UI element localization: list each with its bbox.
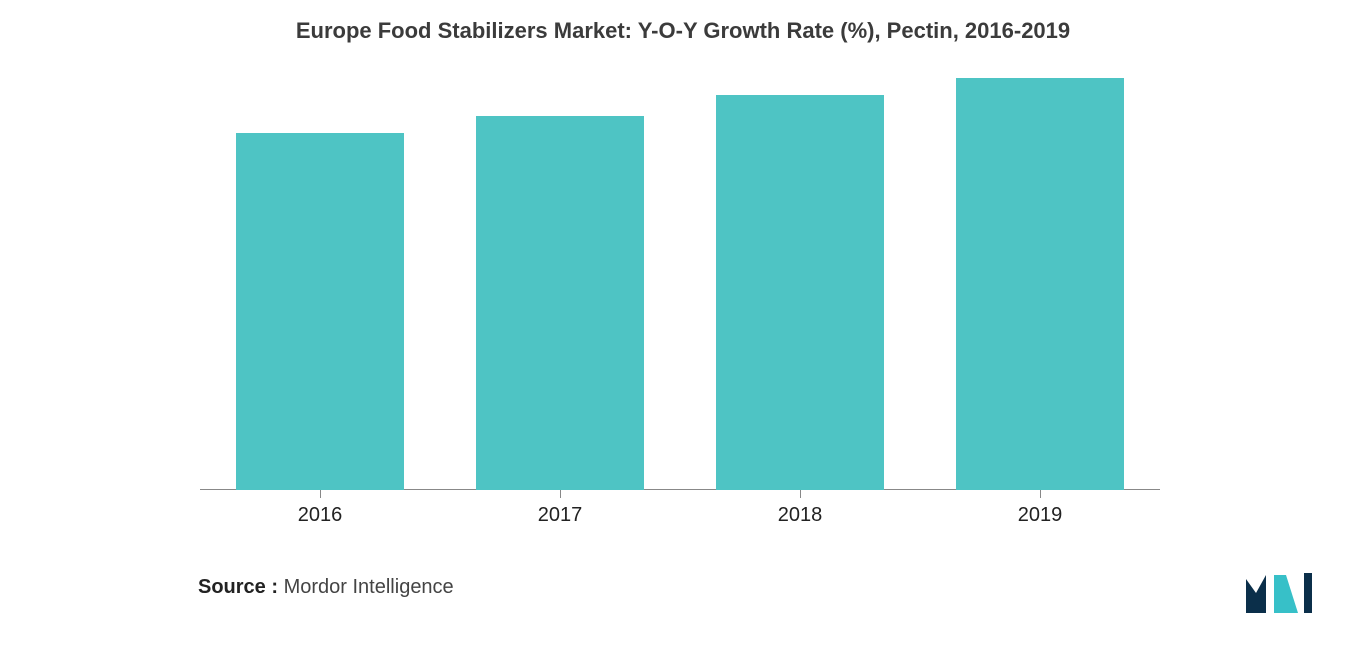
plot-area: 2016201720182019 <box>200 70 1160 490</box>
x-axis-tick <box>560 490 561 498</box>
bar <box>236 133 404 490</box>
chart-title: Europe Food Stabilizers Market: Y-O-Y Gr… <box>0 18 1366 44</box>
chart-container: Europe Food Stabilizers Market: Y-O-Y Gr… <box>0 0 1366 655</box>
bar <box>956 78 1124 490</box>
source-attribution: Source : Mordor Intelligence <box>198 576 454 599</box>
x-axis-label: 2016 <box>298 504 343 527</box>
bar <box>476 116 644 490</box>
x-axis-tick <box>800 490 801 498</box>
mordor-logo-icon <box>1244 569 1320 617</box>
x-axis-tick <box>1040 490 1041 498</box>
source-label: Source : <box>198 576 278 598</box>
x-axis-label: 2017 <box>538 504 583 527</box>
x-axis-label: 2019 <box>1018 504 1063 527</box>
bar <box>716 95 884 490</box>
source-text: Mordor Intelligence <box>284 576 454 598</box>
x-axis-tick <box>320 490 321 498</box>
x-axis-label: 2018 <box>778 504 823 527</box>
